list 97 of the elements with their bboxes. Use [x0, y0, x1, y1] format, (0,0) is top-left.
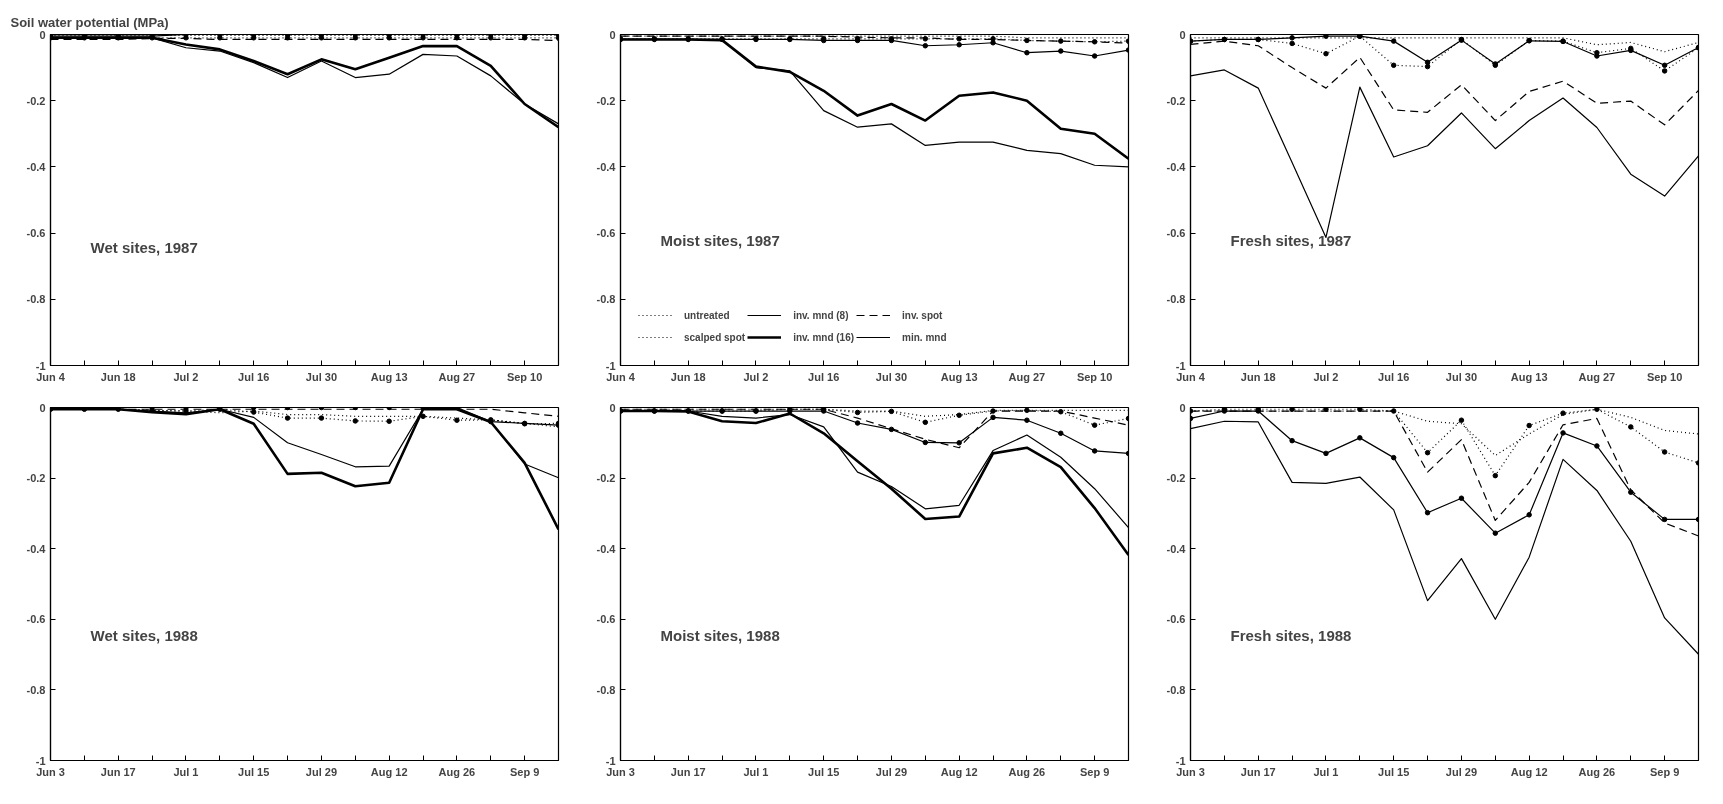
x-tick-label: Aug 13: [1510, 370, 1548, 383]
y-tick-label: -0.6: [1166, 613, 1186, 626]
y-tick-label: -1: [35, 359, 46, 372]
x-tick-label: Jul 30: [1445, 370, 1478, 383]
y-tick-label: -0.8: [1166, 293, 1186, 306]
x-tick-label: Jul 15: [1378, 765, 1410, 778]
y-tick-label: -0.4: [26, 160, 47, 173]
y-tick-label: -0.2: [1166, 94, 1186, 107]
y-tick-label: -0.2: [26, 472, 46, 485]
x-tick-label: Jul 16: [238, 370, 270, 383]
y-tick-label: -0.4: [596, 160, 617, 173]
y-tick-label: 0: [1179, 401, 1186, 414]
x-tick-label: Jun 18: [100, 370, 136, 383]
x-tick-label: Jun 3: [36, 765, 65, 778]
legend-label: untreated: [684, 309, 730, 321]
x-tick-label: Aug 12: [370, 765, 408, 778]
y-tick-label: -0.8: [1166, 683, 1186, 696]
x-tick-label: Aug 13: [370, 370, 408, 383]
x-tick-label: Jun 17: [100, 765, 136, 778]
annotation: Fresh sites, 1987: [1230, 232, 1352, 250]
x-tick-label: Aug 27: [1578, 370, 1616, 383]
y-tick-label: 0: [1179, 28, 1186, 41]
x-tick-label: Jul 1: [743, 765, 769, 778]
y-tick-label: -0.8: [26, 293, 46, 306]
x-tick-label: Jul 15: [808, 765, 840, 778]
x-tick-label: Sep 10: [1646, 370, 1683, 383]
y-tick-label: -0.2: [26, 94, 46, 107]
x-tick-label: Aug 27: [1008, 370, 1046, 383]
x-tick-label: Aug 13: [940, 370, 978, 383]
x-tick-label: Jul 30: [305, 370, 338, 383]
legend-label: min. mnd: [902, 331, 947, 343]
annotation: Wet sites, 1987: [90, 239, 198, 257]
legend-label: scalped spot: [684, 331, 746, 343]
x-tick-label: Aug 12: [1510, 765, 1548, 778]
x-tick-label: Jun 4: [1176, 370, 1206, 383]
y-tick-label: -1: [605, 359, 616, 372]
x-tick-label: Jun 4: [606, 370, 636, 383]
y-tick-label: -0.6: [596, 227, 616, 240]
x-tick-label: Aug 26: [1578, 765, 1616, 778]
y-tick-label: -0.6: [26, 227, 46, 240]
y-tick-label: 0: [39, 28, 46, 41]
x-tick-label: Jun 3: [606, 765, 635, 778]
y-tick-label: -0.8: [26, 683, 46, 696]
x-tick-label: Jul 1: [1313, 765, 1339, 778]
x-tick-label: Aug 26: [1008, 765, 1046, 778]
y-tick-label: -0.6: [596, 613, 616, 626]
annotation: Fresh sites, 1988: [1230, 627, 1352, 645]
y-tick-label: -0.8: [596, 683, 616, 696]
legend-label: inv. mnd (8): [793, 309, 849, 321]
x-tick-label: Aug 27: [438, 370, 476, 383]
y-tick-label: -0.2: [1166, 472, 1186, 485]
y-tick-label: 0: [39, 401, 46, 414]
x-tick-label: Aug 26: [438, 765, 476, 778]
y-tick-label: -0.6: [1166, 227, 1186, 240]
annotation: Moist sites, 1987: [660, 232, 780, 250]
x-tick-label: Jun 17: [670, 765, 706, 778]
y-tick-label: -0.4: [596, 542, 617, 555]
x-tick-label: Jun 17: [1240, 765, 1276, 778]
x-tick-label: Sep 9: [1079, 765, 1110, 778]
y-tick-label: -0.2: [596, 472, 616, 485]
y-tick-label: -1: [35, 754, 46, 767]
y-axis-title: Soil water potential (MPa): [10, 14, 169, 30]
x-tick-label: Sep 9: [1649, 765, 1680, 778]
x-tick-label: Jun 4: [36, 370, 66, 383]
legend-label: inv. spot: [902, 309, 943, 321]
legend-label: inv. mnd (16): [793, 331, 855, 343]
x-tick-label: Sep 10: [1076, 370, 1113, 383]
y-tick-label: 0: [609, 28, 616, 41]
y-tick-label: -0.4: [26, 542, 47, 555]
x-tick-label: Jun 18: [1240, 370, 1276, 383]
x-tick-label: Jun 18: [670, 370, 706, 383]
x-tick-label: Jul 29: [875, 765, 908, 778]
x-tick-label: Jul 2: [1313, 370, 1339, 383]
annotation: Wet sites, 1988: [90, 627, 198, 645]
y-tick-label: -0.6: [26, 613, 46, 626]
x-tick-label: Aug 12: [940, 765, 978, 778]
x-tick-label: Jul 29: [305, 765, 338, 778]
y-tick-label: -0.4: [1166, 160, 1187, 173]
x-tick-label: Jul 30: [875, 370, 908, 383]
y-tick-label: -0.2: [596, 94, 616, 107]
x-tick-label: Sep 10: [506, 370, 543, 383]
x-tick-label: Jul 1: [173, 765, 199, 778]
y-tick-label: -1: [1175, 754, 1186, 767]
y-tick-label: -0.8: [596, 293, 616, 306]
y-tick-label: 0: [609, 401, 616, 414]
x-tick-label: Jul 16: [808, 370, 840, 383]
x-tick-label: Jul 2: [743, 370, 769, 383]
y-tick-label: -1: [1175, 359, 1186, 372]
y-tick-label: -1: [605, 754, 616, 767]
x-tick-label: Jul 29: [1445, 765, 1478, 778]
x-tick-label: Jul 15: [238, 765, 270, 778]
x-tick-label: Jul 16: [1378, 370, 1410, 383]
y-tick-label: -0.4: [1166, 542, 1187, 555]
x-tick-label: Jul 2: [173, 370, 199, 383]
annotation: Moist sites, 1988: [660, 627, 780, 645]
x-tick-label: Sep 9: [509, 765, 540, 778]
x-tick-label: Jun 3: [1176, 765, 1205, 778]
